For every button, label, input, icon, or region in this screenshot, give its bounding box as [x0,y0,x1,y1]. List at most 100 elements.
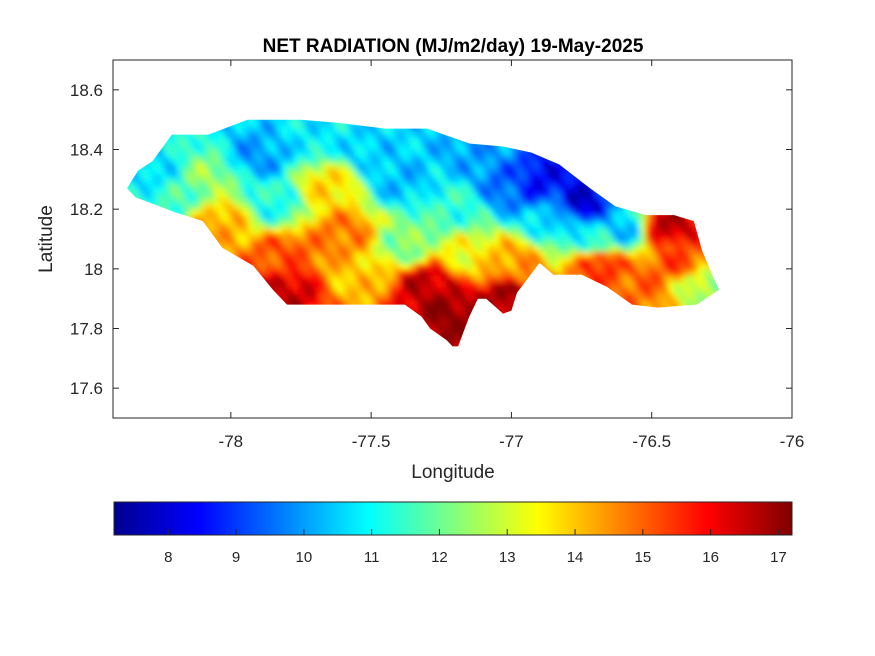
heat-cell [517,203,524,210]
heat-cell [416,268,423,276]
heat-cell [337,119,344,127]
heat-cell [225,137,232,145]
heat-cell [556,256,563,264]
heat-cell [477,268,485,276]
heat-cell [472,149,479,157]
heat-cell [186,143,193,151]
heat-cell [146,185,154,193]
heat-cell [455,167,462,175]
heat-cell [533,167,541,175]
heat-cell [404,292,412,300]
heat-cell [303,161,311,169]
heat-cell [685,298,692,306]
heat-cell [309,119,316,127]
heat-cell [348,256,356,264]
heat-cell [264,149,271,157]
heat-cell [354,179,361,187]
heat-cell [629,280,636,288]
heat-cell [674,256,681,264]
heat-cell [416,179,423,187]
heat-cell [432,197,440,204]
heat-cell [573,262,580,270]
heat-cell [539,185,546,193]
heat-cell [365,280,372,288]
heat-cell [253,119,260,121]
heat-cell [365,268,372,276]
heat-cell [348,209,356,216]
heat-cell [152,179,159,187]
heat-cell [253,149,260,157]
heat-cell [326,233,333,240]
heat-cell [702,292,709,300]
heat-cell [421,155,428,163]
heat-cell [388,125,395,133]
heat-cell [202,173,210,181]
heat-cell [460,185,468,193]
heat-cell [573,227,580,234]
heat-cell [225,209,232,216]
heat-cell [539,209,546,216]
heat-cell [326,245,333,252]
heat-cell [444,215,451,222]
heat-cell [287,280,294,288]
x-tick-label: -77.5 [352,432,391,451]
heat-cell [662,274,670,282]
heat-cell [438,179,445,187]
heat-cell [662,215,670,222]
heat-cell [511,197,518,204]
heat-cell [455,239,462,246]
heat-cell [691,292,698,300]
heat-cell [331,292,339,300]
heat-cell [315,227,322,234]
heat-cell [640,245,647,252]
heat-cell [511,167,518,175]
heat-cell [382,215,389,222]
heat-cell [315,143,322,151]
heat-cell [275,209,283,216]
heat-cell [320,173,327,181]
heat-cell [590,239,597,246]
heat-cell [382,245,389,252]
heat-cell [202,137,210,145]
heat-cell [595,191,602,199]
heat-cell [410,221,417,228]
heat-cell [197,137,204,145]
heat-cell [511,274,518,282]
heat-cell [522,179,529,187]
heat-cell [337,245,344,252]
heat-cell [416,137,423,145]
heat-cell [522,161,529,169]
heat-cell [691,227,698,234]
heat-cell [393,286,400,294]
heat-cell [483,185,490,193]
heat-cell [634,250,642,258]
heat-cell [455,161,462,169]
heat-cell [561,209,569,216]
heat-cell [646,280,653,288]
heat-cell [432,304,440,312]
heat-cell [691,233,698,240]
heat-cell [141,185,148,193]
heat-cell [292,221,299,228]
heat-cell [359,191,367,199]
heat-cell [337,185,344,193]
heat-cell [303,191,311,199]
heat-cell [388,191,395,199]
heat-cell [511,191,518,199]
heat-cell [567,221,574,228]
heat-cell [264,245,271,252]
heat-cell [264,215,271,222]
heat-cell [258,131,266,139]
heat-cell [399,167,406,175]
heat-cell [545,221,552,228]
heat-cell [421,185,428,193]
heat-cell [427,304,434,312]
heat-cell [253,197,260,204]
heat-cell [298,215,305,222]
heat-cell [174,209,182,216]
heat-cell [421,131,428,139]
colorbar-tick-label: 14 [567,549,584,566]
heat-cell [550,185,558,193]
heat-cell [522,239,529,246]
heat-cell [230,185,238,193]
